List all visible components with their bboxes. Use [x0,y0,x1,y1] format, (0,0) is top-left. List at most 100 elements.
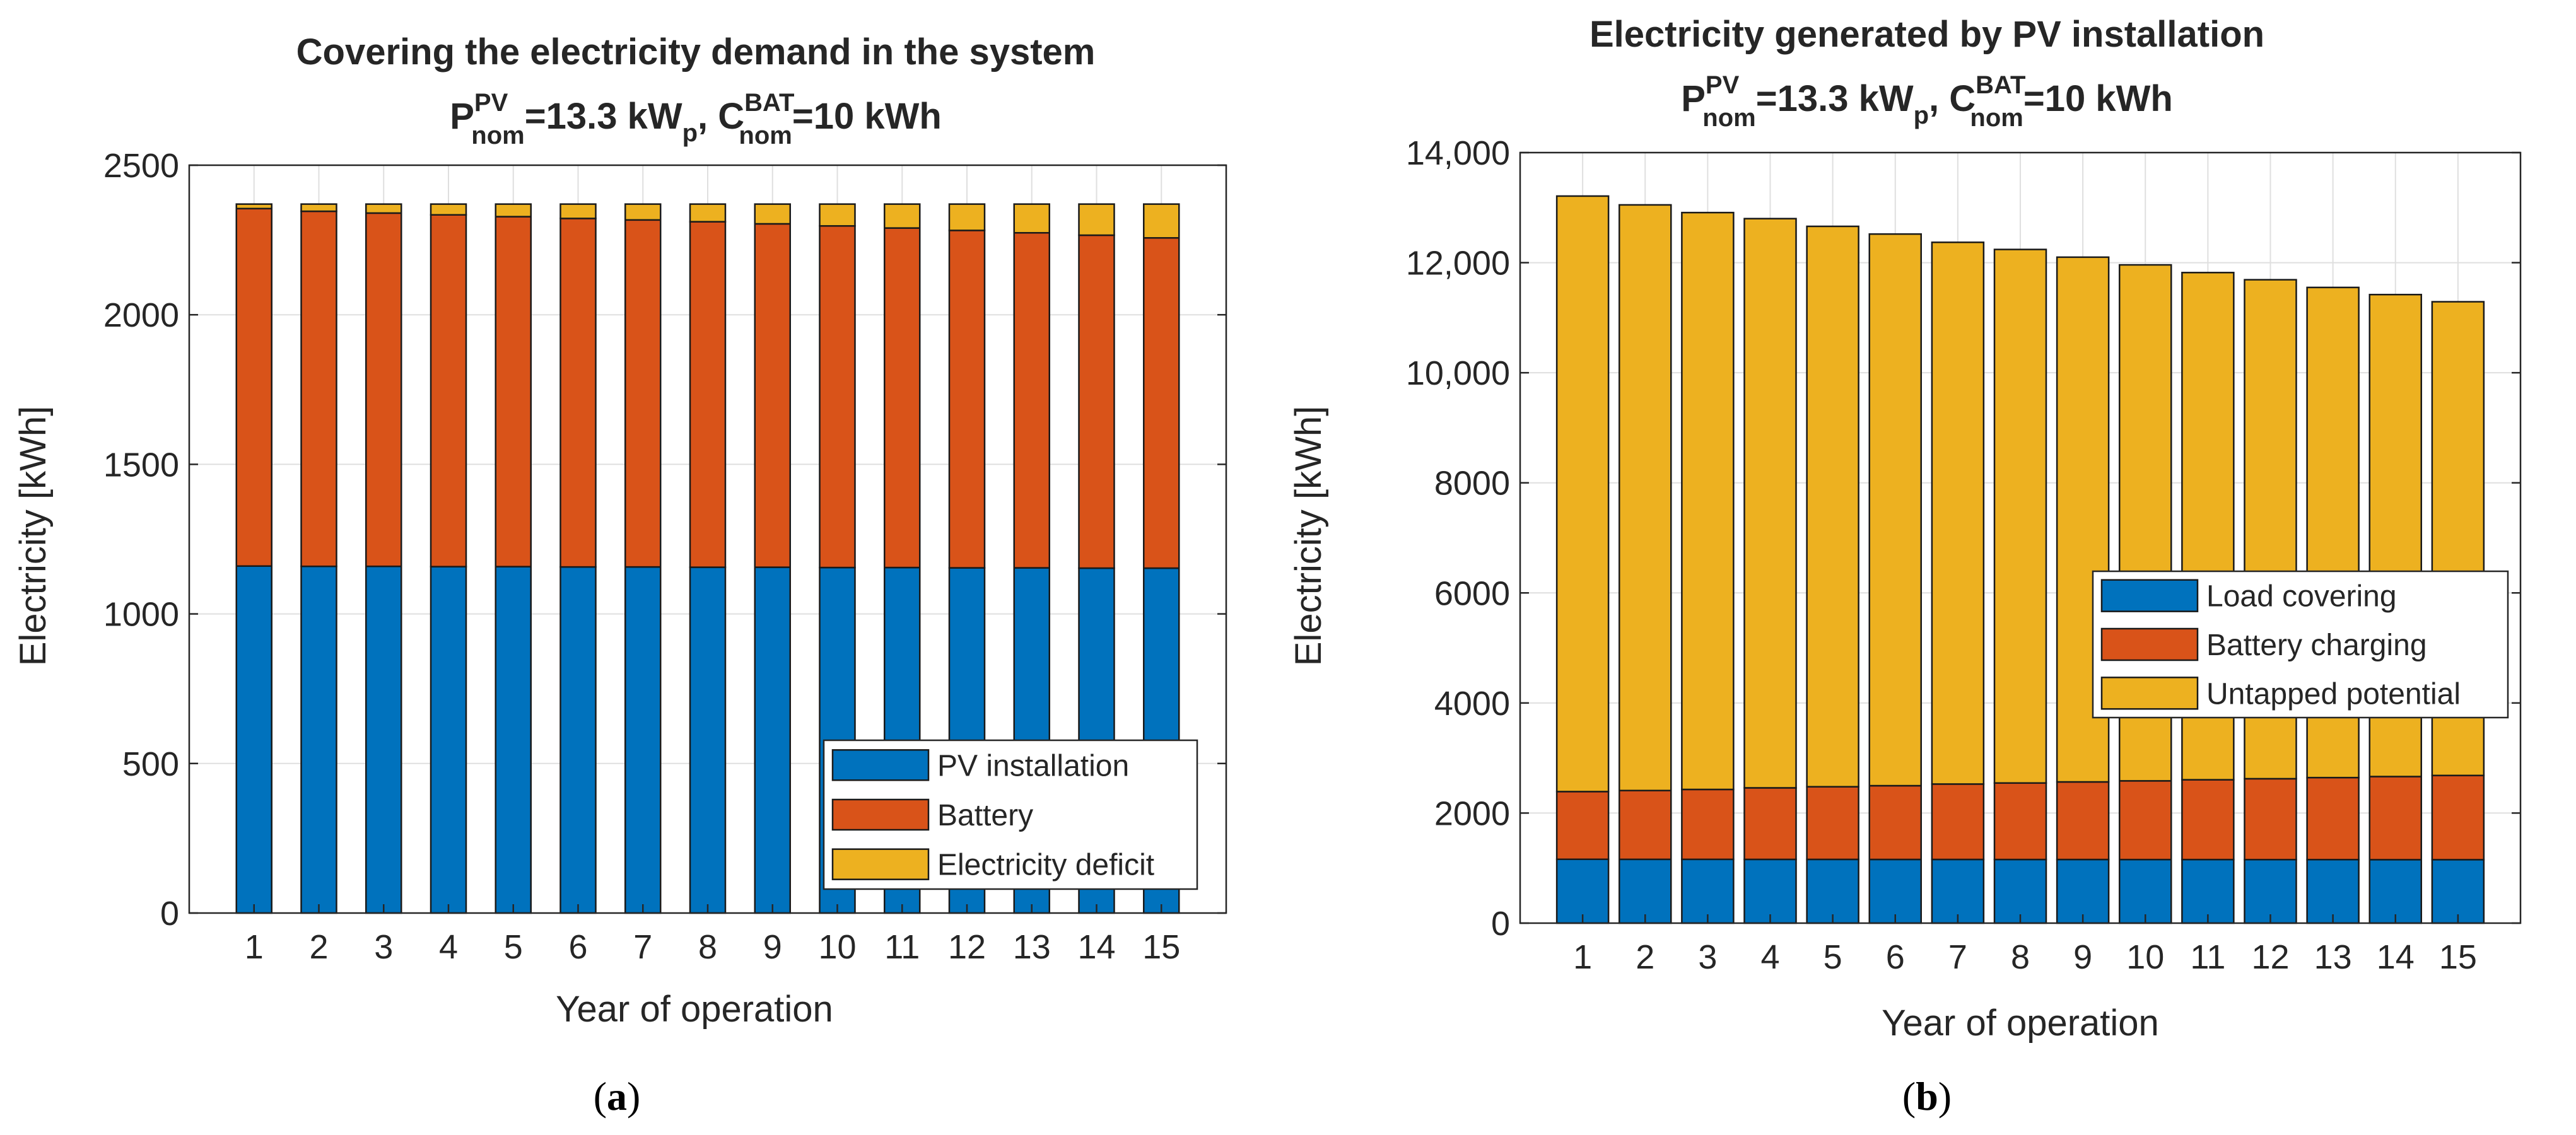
bar-battery-year-8 [689,221,727,568]
xtick-label-1: 1 [245,928,264,966]
bar-load-covering-year-9 [2056,858,2110,924]
bar-battery-year-9 [754,223,791,568]
legend-label-battery: Battery [937,799,1033,832]
panel-label-b: (b) [1902,1074,1952,1119]
chart-panel-a: Covering the electricity demand in the s… [13,32,1227,1119]
bar-load-covering-year-14 [2368,859,2422,924]
bar-battery-charging-year-5 [1806,786,1859,861]
legend-swatch-load-covering [2100,579,2199,612]
ytick-label-3: 1500 [103,446,179,484]
xtick-label-3: 3 [374,928,393,966]
bar-battery-year-13 [1013,231,1050,569]
bar-electricity-deficit-year-3 [365,203,402,214]
ytick-label-7: 14,000 [1406,134,1510,172]
bar-electricity-deficit-year-1 [235,203,272,210]
chart-b-ylabel: Electricity [kWh] [1288,406,1329,666]
bar-battery-charging-year-6 [1868,784,1922,861]
ytick-label-3: 6000 [1434,574,1510,612]
xtick-label-9: 9 [2073,938,2092,976]
bar-electricity-deficit-year-14 [1078,203,1115,236]
bar-pv-installation-year-5 [495,566,532,914]
bar-pv-installation-year-6 [559,566,597,914]
bar-battery-charging-year-13 [2306,776,2360,861]
bar-load-covering-year-15 [2431,859,2485,924]
ytick-label-4: 8000 [1434,465,1510,503]
bar-pv-installation-year-4 [430,566,467,914]
bar-load-covering-year-1 [1555,858,1610,924]
bar-battery-charging-year-4 [1743,787,1797,861]
xtick-label-13: 13 [2314,938,2352,976]
bar-pv-installation-year-2 [300,565,337,914]
bar-untapped-potential-year-7 [1931,242,1985,785]
bar-battery-year-14 [1078,234,1115,569]
xtick-label-14: 14 [1077,928,1115,966]
bar-load-covering-year-6 [1868,858,1922,924]
bar-load-covering-year-3 [1681,858,1735,924]
chart-a-subtitle: PPV nom=13.3 kWp, CBAT nom=10 kWh [450,89,942,149]
xtick-label-7: 7 [633,928,652,966]
legend-label-battery-charging: Battery charging [2206,629,2427,662]
xtick-label-10: 10 [818,928,856,966]
bar-battery-year-11 [884,227,921,569]
bar-electricity-deficit-year-4 [430,203,467,216]
bar-load-covering-year-8 [1993,858,2047,924]
bar-electricity-deficit-year-7 [624,203,662,221]
xtick-label-1: 1 [1573,938,1592,976]
bar-battery-charging-year-15 [2431,774,2485,861]
bar-battery-charging-year-8 [1993,782,2047,861]
xtick-label-4: 4 [439,928,458,966]
legend-label-load-covering: Load covering [2206,580,2397,614]
ytick-label-1: 500 [122,745,179,783]
bar-battery-charging-year-2 [1619,789,1672,861]
xtick-label-11: 11 [2190,938,2225,976]
ytick-label-5: 10,000 [1406,354,1510,392]
xtick-label-15: 15 [1142,928,1180,966]
xtick-label-7: 7 [1948,938,1967,976]
bar-untapped-potential-year-3 [1681,211,1735,791]
legend-label-pv-installation: PV installation [937,749,1129,783]
legend-swatch-pv-installation [831,749,930,781]
bar-battery-year-6 [559,218,597,568]
xtick-label-5: 5 [504,928,523,966]
bar-electricity-deficit-year-15 [1143,203,1180,239]
bar-battery-charging-year-3 [1681,788,1735,861]
bar-battery-year-7 [624,219,662,568]
ytick-label-1: 2000 [1434,794,1510,832]
bar-pv-installation-year-8 [689,566,727,914]
ytick-label-6: 12,000 [1406,245,1510,282]
xtick-label-2: 2 [309,928,328,966]
bar-untapped-potential-year-1 [1555,195,1610,793]
bar-electricity-deficit-year-5 [495,203,532,218]
xtick-label-15: 15 [2439,938,2477,976]
bar-untapped-potential-year-6 [1868,233,1922,787]
bar-battery-charging-year-9 [2056,781,2110,861]
bar-electricity-deficit-year-9 [754,203,791,225]
bar-battery-year-15 [1143,237,1180,569]
bar-battery-charging-year-7 [1931,783,1985,861]
bar-pv-installation-year-3 [365,565,402,914]
xtick-label-12: 12 [948,928,986,966]
ytick-label-0: 0 [1491,905,1510,943]
legend-swatch-untapped-potential [2100,677,2199,710]
bar-untapped-potential-year-8 [1993,248,2047,784]
ytick-label-4: 2000 [103,296,179,334]
bar-load-covering-year-5 [1806,858,1859,924]
ytick-label-2: 4000 [1434,685,1510,723]
legend-swatch-battery-charging [2100,627,2199,661]
bar-untapped-potential-year-2 [1619,204,1672,791]
xtick-label-6: 6 [1886,938,1905,976]
bar-battery-year-10 [819,225,856,569]
chart-b-title: Electricity generated by PV installation [1590,14,2264,55]
bar-battery-year-1 [235,207,272,567]
bar-load-covering-year-13 [2306,859,2360,924]
legend-label-untapped-potential: Untapped potential [2206,677,2461,711]
chart-b-subtitle: PPV nom=13.3 kWp, CBAT nom=10 kWh [1681,71,2173,132]
bar-battery-year-4 [430,214,467,568]
xtick-label-9: 9 [763,928,782,966]
xtick-label-11: 11 [884,928,920,966]
ytick-label-5: 2500 [103,147,179,185]
xtick-label-10: 10 [2126,938,2164,976]
ytick-label-2: 1000 [103,596,179,634]
chart-a-xlabel: Year of operation [556,989,833,1030]
